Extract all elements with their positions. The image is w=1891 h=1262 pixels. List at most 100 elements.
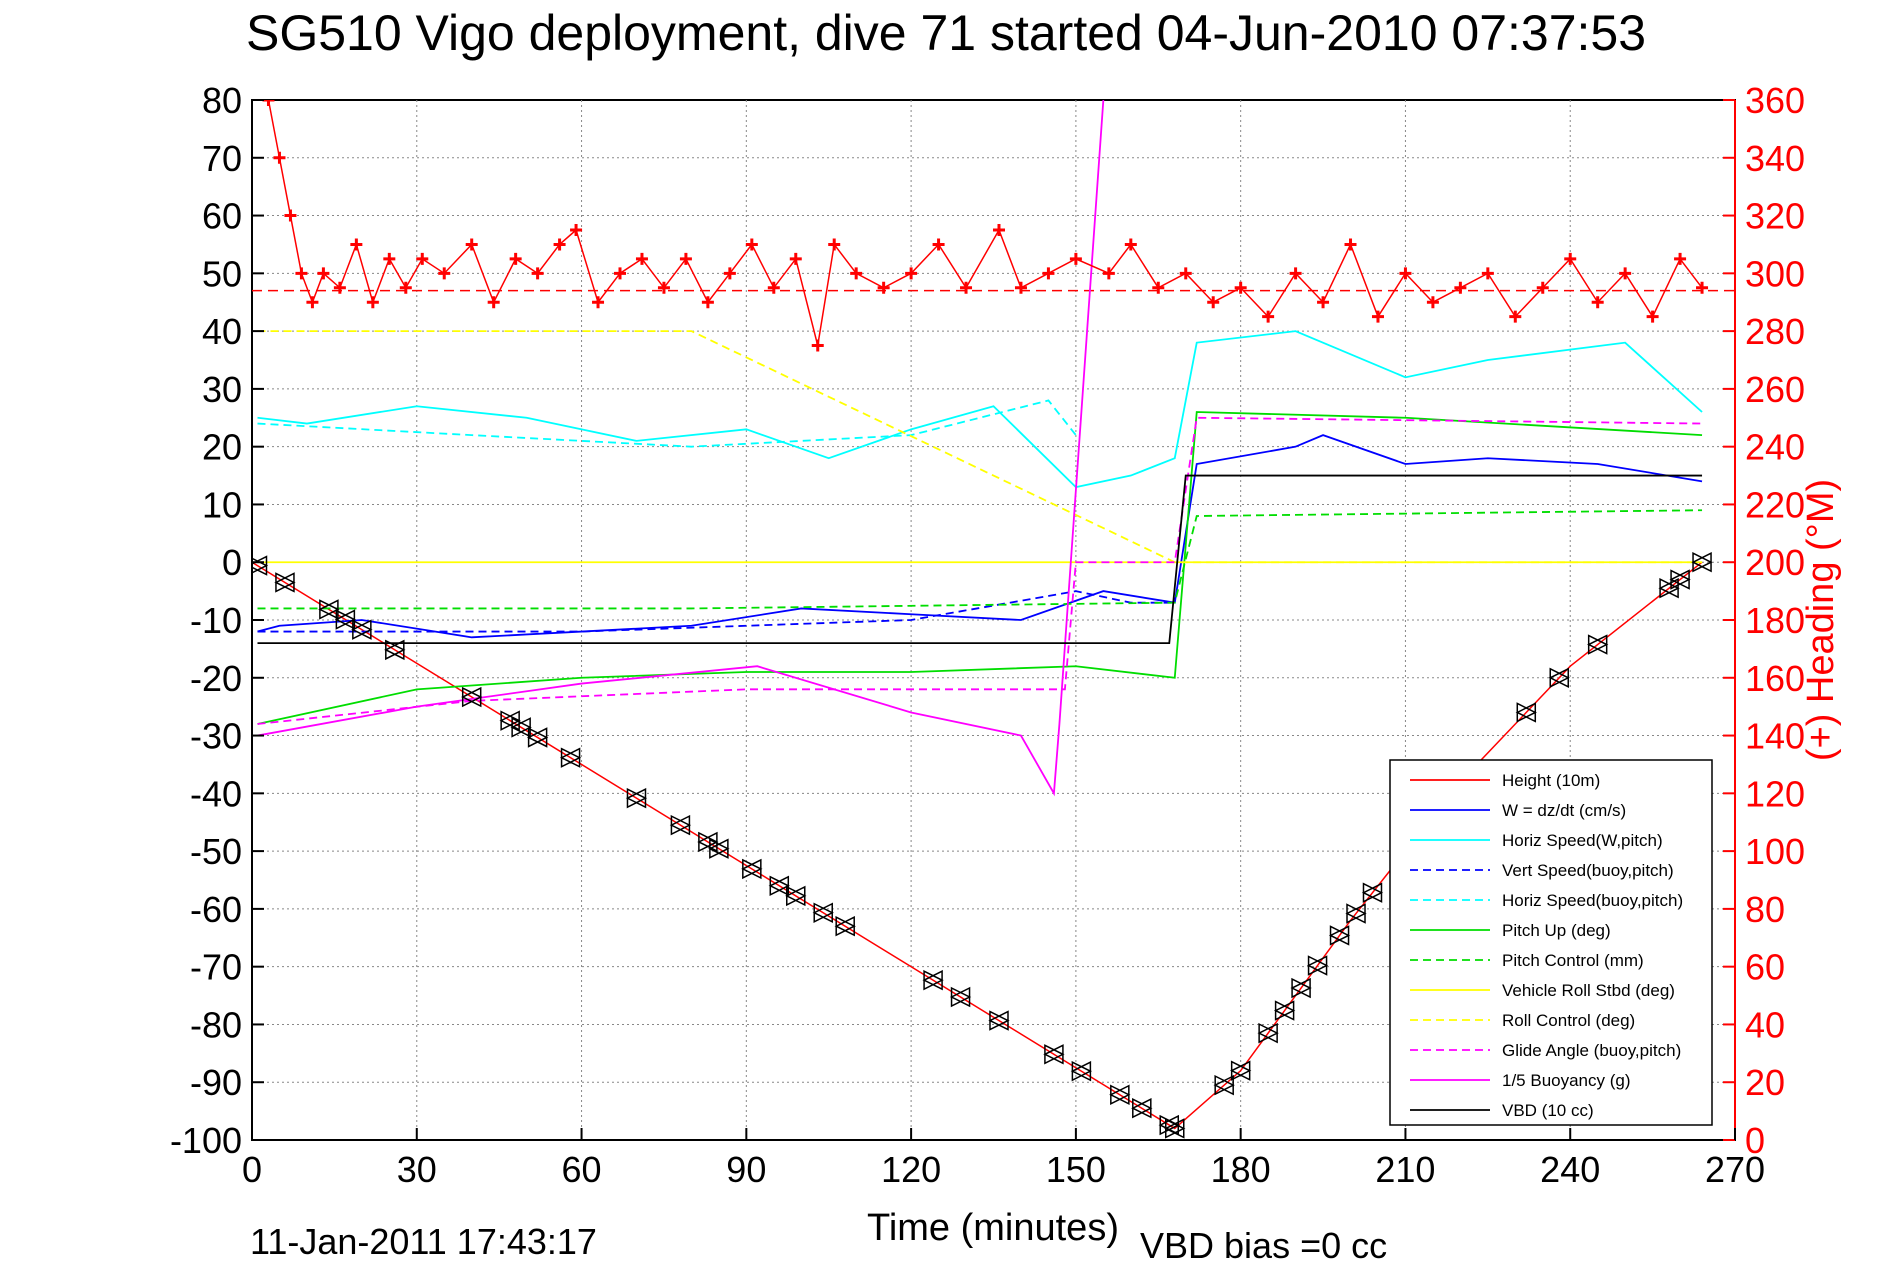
heading-marker <box>438 267 451 280</box>
y-right-tick-label: 0 <box>1745 1120 1765 1161</box>
series-layer <box>252 100 1735 1139</box>
y-tick-label: 40 <box>202 311 242 352</box>
x-tick-label: 210 <box>1375 1149 1435 1190</box>
heading-marker <box>570 224 583 236</box>
height-marker <box>559 747 582 768</box>
height-marker <box>708 838 730 859</box>
legend-label: Pitch Up (deg) <box>1502 921 1611 940</box>
heading-marker <box>306 296 319 309</box>
height-marker <box>461 686 483 708</box>
heading-marker <box>465 238 478 251</box>
legend: Height (10m) W = dz/dt (cm/s) Horiz Speed(… <box>1389 759 1713 1126</box>
x-tick-label: 150 <box>1046 1149 1106 1190</box>
height-marker <box>1229 1060 1252 1081</box>
height-marker <box>1131 1098 1153 1119</box>
heading-marker <box>614 267 627 280</box>
heading-marker <box>679 252 692 265</box>
series-line-11 <box>257 474 1703 645</box>
heading-marker <box>850 267 863 280</box>
heading-marker <box>592 296 605 309</box>
heading-marker <box>745 238 758 251</box>
heading-marker <box>657 281 670 294</box>
heading-marker <box>877 281 890 294</box>
heading-marker <box>960 281 973 294</box>
heading-marker <box>317 267 330 280</box>
y-right-tick-label: 340 <box>1745 138 1805 179</box>
height-marker <box>625 787 648 809</box>
y-right-tick-label: 120 <box>1745 773 1805 814</box>
height-marker <box>526 727 549 748</box>
heading-marker <box>1014 281 1027 294</box>
series-line-3 <box>257 590 1175 633</box>
height-marker <box>1515 702 1537 723</box>
height-marker <box>785 885 807 907</box>
y-tick-label: -60 <box>190 889 242 930</box>
y-tick-label: -100 <box>170 1120 242 1161</box>
height-marker <box>1658 578 1680 599</box>
heading-marker <box>932 238 945 251</box>
right-axis-label: (+) Heading (°M) <box>1800 479 1842 761</box>
y-tick-label: -20 <box>190 658 242 699</box>
y-right-tick-label: 80 <box>1745 889 1785 930</box>
y-right-tick-label: 100 <box>1745 831 1805 872</box>
y-tick-label: 50 <box>202 253 242 294</box>
height-marker <box>922 969 944 991</box>
heading-marker <box>701 296 714 309</box>
heading-marker <box>416 252 429 265</box>
legend-label: 1/5 Buoyancy (g) <box>1502 1071 1631 1090</box>
y-tick-label: -80 <box>190 1004 242 1045</box>
heading-marker <box>262 100 275 106</box>
legend-label: Horiz Speed(W,pitch) <box>1502 831 1663 850</box>
heading-marker <box>1426 296 1439 309</box>
y-right-tick-label: 300 <box>1745 253 1805 294</box>
x-tick-label: 60 <box>562 1149 602 1190</box>
height-marker <box>334 609 357 630</box>
heading-marker <box>1454 281 1467 294</box>
footer-date: 11-Jan-2011 17:43:17 <box>250 1221 597 1262</box>
y-tick-label: 10 <box>202 484 242 525</box>
y-right-tick-label: 220 <box>1745 484 1805 525</box>
heading-marker <box>487 296 500 309</box>
heading-marker <box>1646 310 1659 323</box>
left-axis: -100-90-80-70-60-50-40-30-20-10010203040… <box>170 80 264 1161</box>
y-tick-label: 20 <box>202 427 242 468</box>
height-marker <box>768 875 790 896</box>
legend-label: W = dz/dt (cm/s) <box>1502 801 1626 820</box>
legend-label: Pitch Control (mm) <box>1502 951 1644 970</box>
height-marker <box>1361 882 1384 903</box>
height-marker <box>834 916 856 937</box>
x-tick-label: 180 <box>1211 1149 1271 1190</box>
heading-marker <box>1399 267 1412 280</box>
heading-marker <box>828 238 841 251</box>
height-marker <box>510 717 532 738</box>
y-tick-label: -90 <box>190 1062 242 1103</box>
height-marker <box>1306 955 1329 976</box>
series-line-9 <box>257 416 1703 725</box>
height-marker <box>1290 977 1312 999</box>
heading-marker <box>1509 310 1522 323</box>
heading-marker <box>1262 310 1275 323</box>
y-right-tick-label: 60 <box>1745 947 1785 988</box>
heading-marker <box>811 339 824 352</box>
height-marker <box>669 814 692 836</box>
heading-marker <box>1564 252 1577 265</box>
heading-marker <box>1317 296 1330 309</box>
y-tick-label: 70 <box>202 138 242 179</box>
x-tick-label: 240 <box>1540 1149 1600 1190</box>
heading-marker <box>1591 296 1604 309</box>
height-marker <box>1691 552 1713 573</box>
height-marker <box>1109 1084 1131 1105</box>
legend-label: Roll Control (deg) <box>1502 1011 1635 1030</box>
y-right-tick-label: 40 <box>1745 1004 1785 1045</box>
y-tick-label: 80 <box>202 80 242 121</box>
height-marker <box>318 599 340 620</box>
heading-marker <box>1481 267 1494 280</box>
y-right-tick-label: 240 <box>1745 427 1805 468</box>
height-marker <box>812 902 834 923</box>
height-marker <box>252 555 269 576</box>
height-marker <box>1257 1022 1279 1044</box>
height-marker <box>1669 569 1691 590</box>
height-marker <box>1043 1044 1065 1065</box>
x-axis-label: Time (minutes) <box>867 1207 1119 1249</box>
legend-label: Glide Angle (buoy,pitch) <box>1502 1041 1681 1060</box>
